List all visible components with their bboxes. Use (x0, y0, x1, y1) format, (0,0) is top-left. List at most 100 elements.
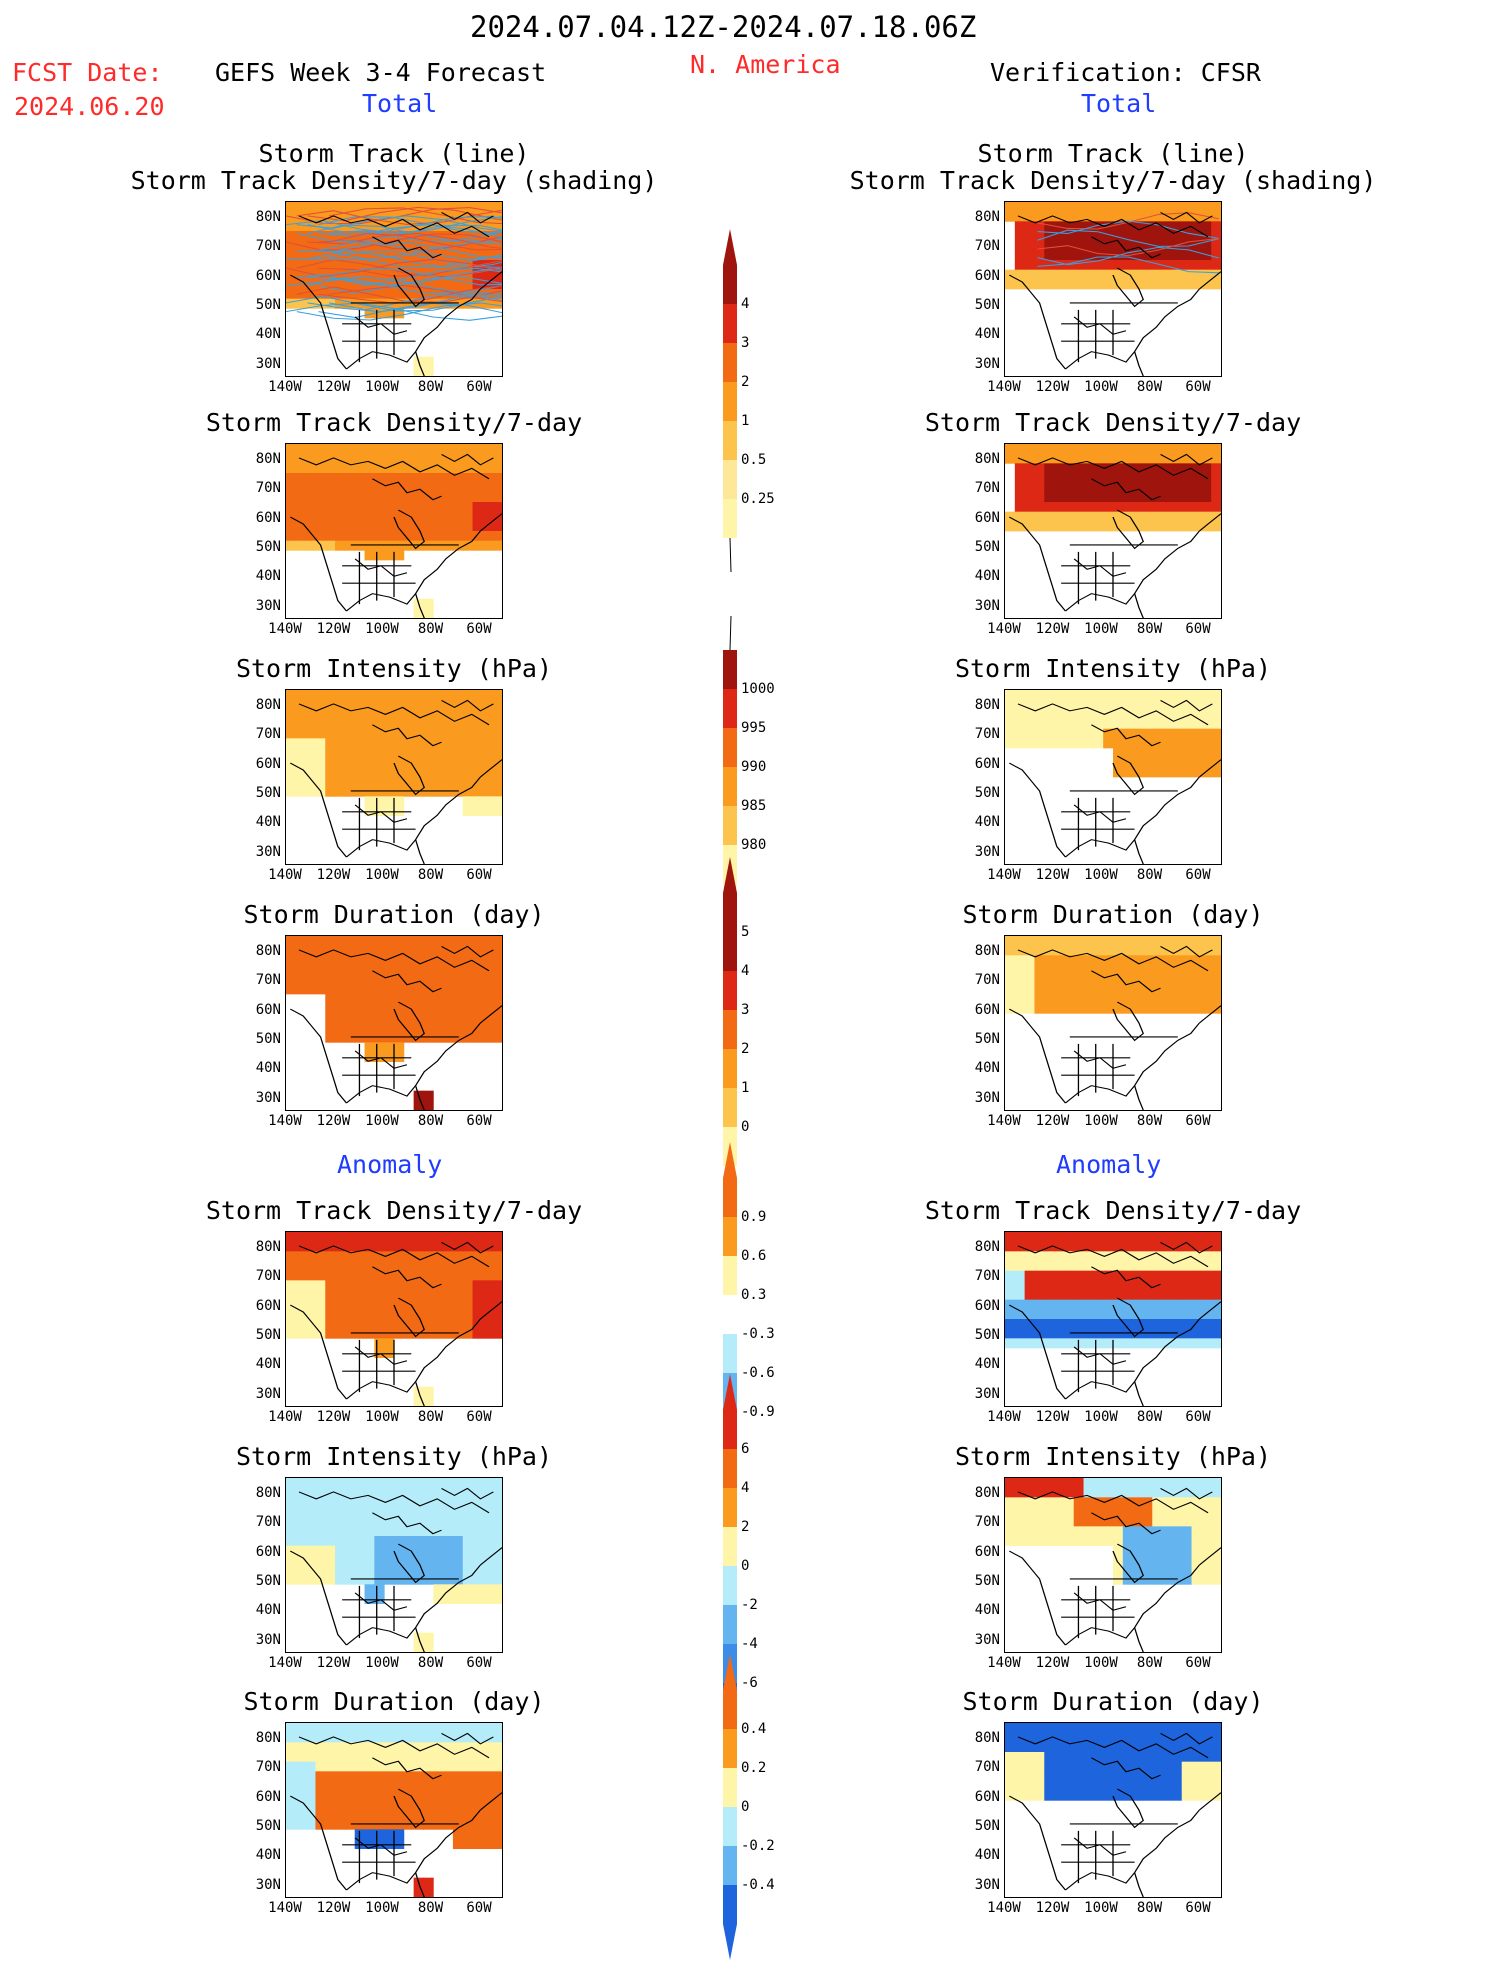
shading-cell (492, 1516, 502, 1527)
shading-cell (403, 444, 415, 455)
shading-cell (1024, 709, 1035, 720)
shading-cell (1113, 1232, 1124, 1243)
shading-cell (1201, 936, 1212, 947)
shading-cell (1142, 1261, 1153, 1272)
shading-cell (403, 1280, 415, 1291)
shading-cell (1142, 1761, 1153, 1772)
shading-cell (462, 531, 473, 542)
shading-cell (1063, 473, 1075, 484)
shading-cell (1005, 1497, 1016, 1508)
shading-cell (1152, 1555, 1163, 1566)
shading-cell (1181, 936, 1192, 947)
shading-cell (1005, 1790, 1016, 1801)
shading-cell (384, 806, 395, 817)
shading-cell (1162, 1280, 1173, 1291)
shading-cell (1211, 521, 1221, 532)
shading-cell (384, 1781, 395, 1792)
shading-cell (344, 260, 356, 271)
shading-cell (384, 1497, 395, 1508)
shading-cell (344, 521, 356, 532)
shading-cell (1103, 690, 1114, 701)
shading-cell (374, 1290, 385, 1301)
shading-cell (413, 289, 424, 300)
shading-cell (364, 511, 375, 522)
colorbar-arrow-top (723, 1142, 737, 1178)
shading-cell (1142, 1478, 1153, 1489)
shading-cell (315, 984, 326, 995)
shading-cell (394, 1251, 405, 1262)
shading-cell (1142, 492, 1153, 503)
coastline (1061, 551, 1135, 605)
shading-cell (1014, 463, 1026, 474)
shading-cell (394, 269, 405, 280)
shading-cell (1093, 1497, 1104, 1508)
shading-cell (295, 1478, 307, 1489)
colorbar-arrow-top (723, 229, 737, 265)
lat-label: 50N (255, 1817, 281, 1834)
shading-cell (482, 1742, 493, 1753)
shading-cell (1171, 1526, 1183, 1537)
shading-cell (374, 1526, 385, 1537)
shading-cell (1103, 738, 1114, 749)
shading-cell (1132, 728, 1143, 739)
shading-cell (305, 1290, 316, 1301)
shading-cell (1181, 230, 1192, 242)
shading-cell (354, 757, 365, 768)
shading-cell (1083, 1507, 1094, 1518)
shading-cell (295, 502, 307, 513)
shading-cell (462, 1023, 473, 1034)
shading-cell (364, 308, 375, 319)
shading-cell (286, 1319, 297, 1330)
shading-cell (1171, 492, 1183, 503)
shading-cell (1044, 1319, 1055, 1330)
shading-cell (472, 748, 483, 759)
shading-cell (1132, 521, 1143, 532)
shading-cell (1113, 202, 1124, 213)
shading-cell (315, 279, 326, 290)
shading-cell (1201, 463, 1212, 474)
shading-cell (413, 531, 424, 542)
shading-cell (452, 230, 464, 242)
shading-cell (364, 1261, 375, 1272)
shading-cell (384, 699, 395, 710)
coastline (1008, 1008, 1067, 1104)
shading-cell (1171, 994, 1183, 1005)
shading-cell (1005, 690, 1016, 701)
shading-cell (374, 796, 385, 807)
shading-cell (286, 1761, 297, 1772)
shading-cell (295, 492, 307, 503)
shading-cell (452, 1280, 464, 1291)
storm-track-line (286, 233, 502, 252)
shading-cell (364, 748, 375, 759)
shading-cell (354, 1565, 365, 1576)
shading-cell (325, 1290, 336, 1301)
shading-cell (1132, 444, 1143, 455)
shading-cell (1171, 757, 1183, 768)
shading-cell (374, 482, 385, 493)
shading-cell (1201, 1232, 1212, 1243)
shading-cell (374, 1507, 385, 1518)
shading-cell (1113, 945, 1124, 956)
shading-cell (384, 453, 395, 464)
shading-cell (286, 1487, 297, 1498)
shading-cell (335, 202, 346, 213)
shading-cell (394, 531, 405, 542)
shading-cell (1044, 1003, 1055, 1014)
shading-cell (1171, 945, 1183, 956)
shading-cell (1005, 1299, 1016, 1310)
shading-cell (443, 709, 454, 720)
shading-cell (1171, 1270, 1183, 1281)
shading-cell (1162, 1752, 1173, 1763)
shading-cell (1152, 1507, 1163, 1518)
shading-cell (413, 1487, 424, 1498)
shading-cell (364, 1781, 375, 1792)
shading-cell (462, 1251, 473, 1262)
coastline (1198, 1301, 1221, 1320)
shading-cell (452, 521, 464, 532)
shading-cell (462, 1819, 473, 1830)
shading-cell (1132, 1507, 1143, 1518)
shading-cell (482, 1299, 493, 1310)
shading-cell (354, 1800, 365, 1811)
storm-track-line (286, 302, 502, 321)
shading-cell (1181, 269, 1192, 280)
